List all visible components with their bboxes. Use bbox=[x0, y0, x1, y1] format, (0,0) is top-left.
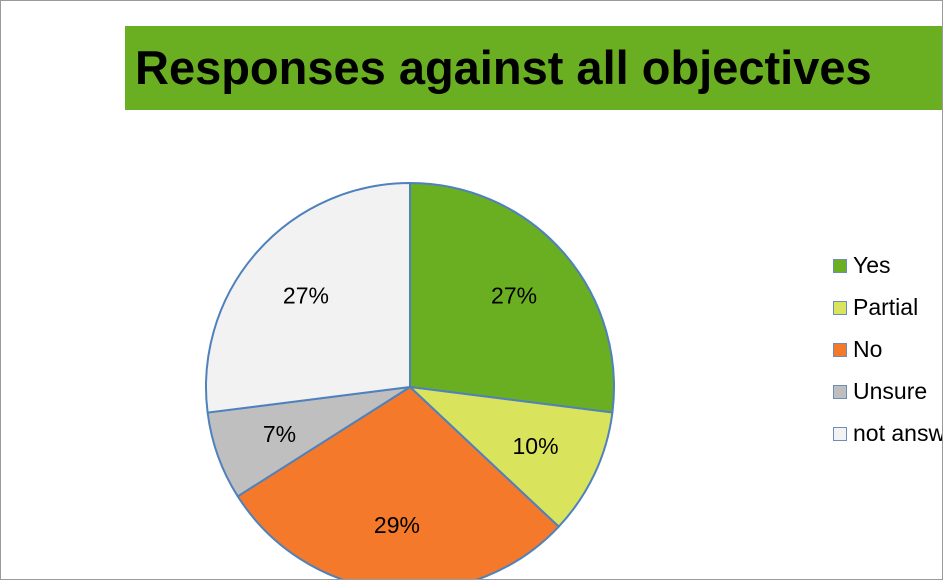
legend-item-partial: Partial bbox=[833, 289, 943, 331]
data-label-no: 29% bbox=[374, 512, 420, 538]
data-label-unsure: 7% bbox=[263, 421, 296, 447]
legend-swatch bbox=[833, 427, 847, 441]
legend-swatch bbox=[833, 343, 847, 357]
chart-legend: Yes Partial No Unsure not answered bbox=[833, 247, 943, 457]
legend-item-not-answered: not answered bbox=[833, 415, 943, 457]
legend-label: Partial bbox=[853, 289, 918, 325]
legend-swatch bbox=[833, 259, 847, 273]
legend-label: Yes bbox=[853, 247, 891, 283]
legend-item-no: No bbox=[833, 331, 943, 373]
legend-item-yes: Yes bbox=[833, 247, 943, 289]
legend-item-unsure: Unsure bbox=[833, 373, 943, 415]
legend-swatch bbox=[833, 301, 847, 315]
data-label-yes: 27% bbox=[491, 282, 537, 308]
legend-label: Unsure bbox=[853, 373, 927, 409]
legend-label: not answered bbox=[853, 415, 943, 451]
data-label-partial: 10% bbox=[512, 433, 558, 459]
legend-label: No bbox=[853, 331, 882, 367]
legend-swatch bbox=[833, 385, 847, 399]
data-label-not-answered: 27% bbox=[283, 282, 329, 308]
